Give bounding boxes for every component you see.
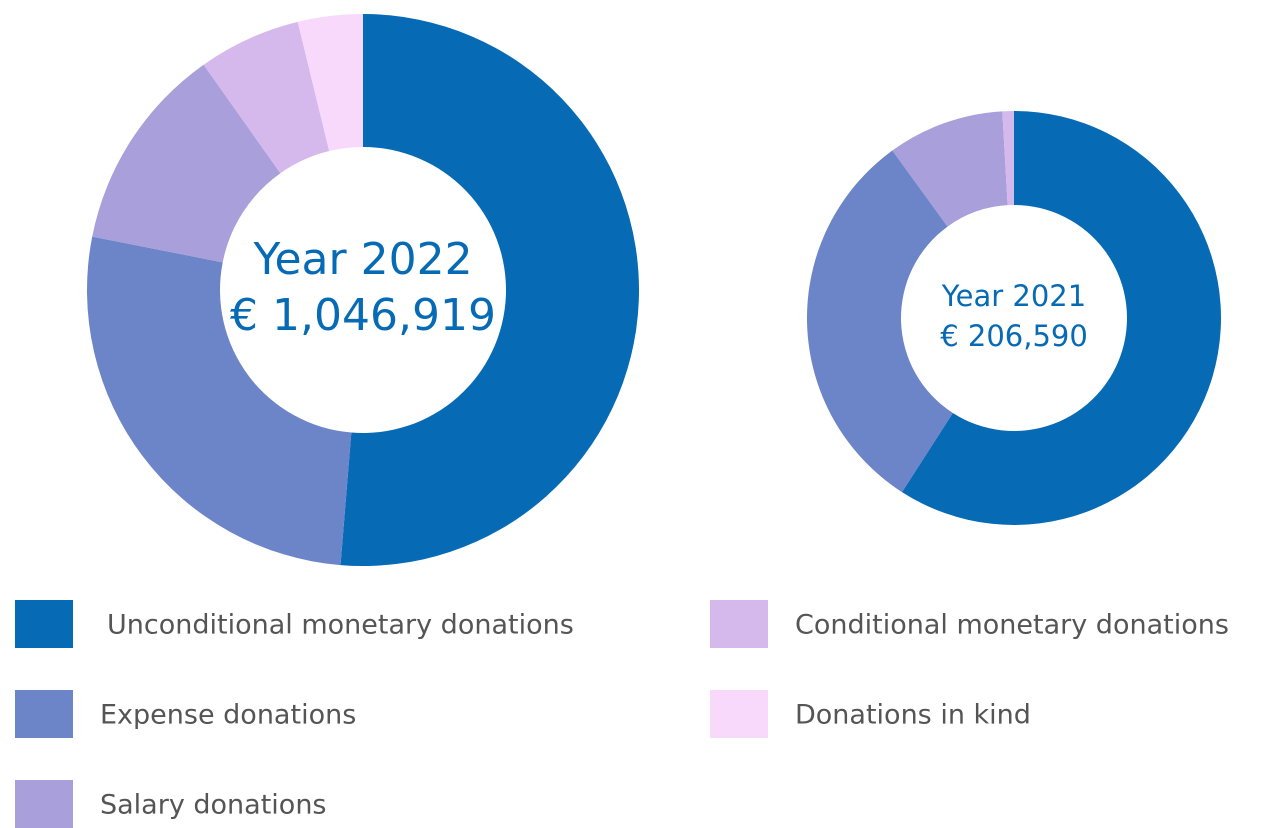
legend-swatch xyxy=(15,600,73,648)
legend-swatch xyxy=(15,780,73,828)
legend-label: Conditional monetary donations xyxy=(795,610,1229,641)
donut-segment xyxy=(203,21,330,174)
center-title: Year 2022 xyxy=(252,234,472,285)
center-total: € 1,046,919 xyxy=(230,290,496,341)
donut-segment xyxy=(892,111,1008,227)
center-title: Year 2021 xyxy=(941,279,1086,313)
donut-segment xyxy=(901,111,1221,525)
legend-label: Unconditional monetary donations xyxy=(107,610,574,641)
donut-segment xyxy=(87,236,352,566)
legend-label: Salary donations xyxy=(100,790,327,821)
legend-swatch xyxy=(710,600,768,648)
legend-swatch xyxy=(710,690,768,738)
donut-segment xyxy=(92,64,281,263)
donut-segment xyxy=(806,150,953,493)
legend-swatch xyxy=(15,690,73,738)
legend-label: Donations in kind xyxy=(795,700,1031,731)
donut-segment xyxy=(297,14,363,152)
donut-segment xyxy=(1002,111,1014,206)
legend-label: Expense donations xyxy=(100,700,356,731)
donut-segment xyxy=(340,14,640,567)
center-total: € 206,590 xyxy=(940,319,1088,353)
